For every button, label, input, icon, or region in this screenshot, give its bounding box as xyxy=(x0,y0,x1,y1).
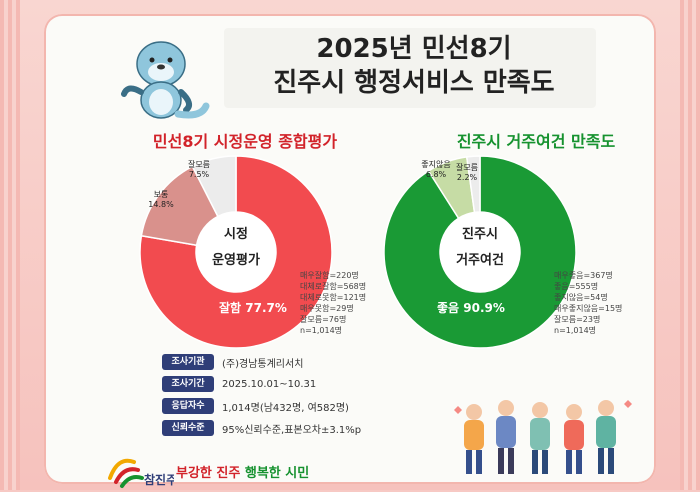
left-legend-item: 매우잘함=220명 xyxy=(300,270,366,281)
right-legend-item: 매우좋음=367명 xyxy=(554,270,622,281)
otter-mascot-icon xyxy=(106,34,216,124)
slogan: 부강한 진주 행복한 시민 xyxy=(176,462,309,481)
left-dk-label: 잘모름 7.5% xyxy=(184,159,214,179)
info-row-agency: 조사기관 (주)경남통계리서치 xyxy=(162,354,303,372)
right-legend-item: 좋지않음=54명 xyxy=(554,292,622,303)
right-legend-item: 매우좋지않음=15명 xyxy=(554,303,622,314)
info-value: 2025.10.01~10.31 xyxy=(222,379,316,390)
slogan-part-2: 행복한 시민 xyxy=(240,466,309,481)
left-center-line-1: 시정 xyxy=(224,226,248,242)
left-good-label: 잘함 77.7% xyxy=(219,299,287,316)
left-legend: 매우잘함=220명 대체로잘함=568명 대체로못함=121명 매우못함=29명… xyxy=(300,270,366,336)
info-value: 1,014명(남432명, 여582명) xyxy=(222,399,349,414)
right-center-line-1: 진주시 xyxy=(462,226,498,242)
right-dk-pct: 2.2% xyxy=(452,173,482,182)
left-center-line-2: 운영평가 xyxy=(212,252,260,268)
left-stripe xyxy=(0,0,20,490)
right-stripe xyxy=(680,0,700,490)
info-tag: 조사기간 xyxy=(162,376,214,392)
left-dk-name: 잘모름 xyxy=(184,159,214,170)
right-bad-name: 좋지않음 xyxy=(418,159,454,170)
info-tag: 조사기관 xyxy=(162,354,214,370)
left-legend-item: 대체로잘함=568명 xyxy=(300,281,366,292)
right-bad-pct: 6.8% xyxy=(418,170,454,179)
right-center-line-2: 거주여건 xyxy=(456,252,504,268)
right-dk-label: 잘모름 2.2% xyxy=(452,162,482,182)
page-title: 2025년 민선8기 진주시 행정서비스 만족도 xyxy=(204,32,624,100)
right-legend: 매우좋음=367명 좋음=555명 좋지않음=54명 매우좋지않음=15명 잘모… xyxy=(554,270,622,336)
left-legend-item: 매우못함=29명 xyxy=(300,303,366,314)
right-section-title: 진주시 거주여건 만족도 xyxy=(406,128,666,152)
info-tag: 응답자수 xyxy=(162,398,214,414)
infographic-card: 2025년 민선8기 진주시 행정서비스 만족도 민선8기 시정운영 종합평가 … xyxy=(44,14,656,484)
left-legend-item: n=1,014명 xyxy=(300,325,366,336)
logo-text: 참진주 xyxy=(144,472,174,487)
left-legend-item: 잘모름=76명 xyxy=(300,314,366,325)
right-legend-item: 좋음=555명 xyxy=(554,281,622,292)
left-donut-hole xyxy=(196,212,276,292)
right-dk-name: 잘모름 xyxy=(452,162,482,173)
left-legend-item: 대체로못함=121명 xyxy=(300,292,366,303)
right-legend-item: n=1,014명 xyxy=(554,325,622,336)
left-normal-pct: 14.8% xyxy=(144,200,178,209)
left-section-title: 민선8기 시정운영 종합평가 xyxy=(120,128,370,152)
info-value: (주)경남통계리서치 xyxy=(222,355,303,370)
right-good-label: 좋음 90.9% xyxy=(437,299,505,316)
citizens-illustration-icon xyxy=(444,390,644,480)
left-normal-name: 보통 xyxy=(144,189,178,200)
left-normal-label: 보통 14.8% xyxy=(144,189,178,209)
info-row-respondents: 응답자수 1,014명(남432명, 여582명) xyxy=(162,398,349,416)
city-logo-icon: 참진주 xyxy=(104,452,174,492)
title-line-1: 2025년 민선8기 xyxy=(204,32,624,66)
left-dk-pct: 7.5% xyxy=(184,170,214,179)
right-legend-item: 잘모름=23명 xyxy=(554,314,622,325)
info-value: 95%신뢰수준,표본오차±3.1%p xyxy=(222,421,361,436)
title-line-2: 진주시 행정서비스 만족도 xyxy=(204,66,624,100)
info-tag: 신뢰수준 xyxy=(162,420,214,436)
right-bad-label: 좋지않음 6.8% xyxy=(418,159,454,179)
info-row-confidence: 신뢰수준 95%신뢰수준,표본오차±3.1%p xyxy=(162,420,361,438)
info-row-period: 조사기간 2025.10.01~10.31 xyxy=(162,376,316,394)
right-donut-hole xyxy=(440,212,520,292)
slogan-part-1: 부강한 진주 xyxy=(176,466,240,481)
